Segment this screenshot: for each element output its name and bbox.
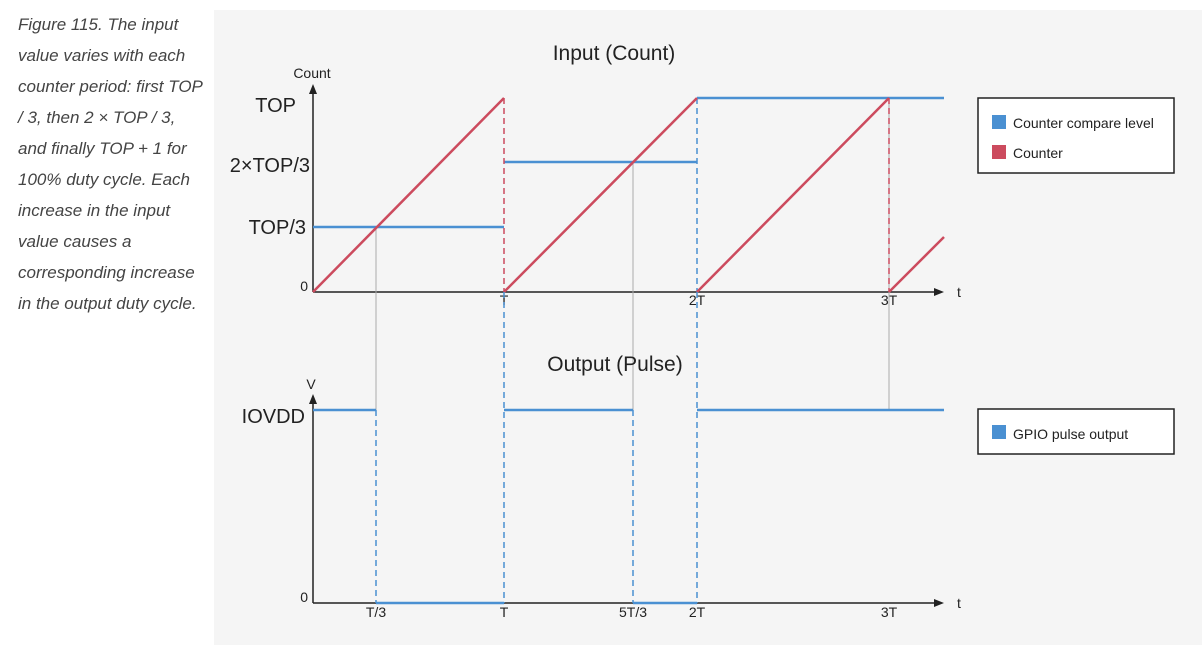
counter-ramp-2 [503,97,698,293]
output-legend [977,408,1175,455]
figure-caption: Figure 115. The input value varies with … [18,15,203,313]
input-chart-title: Input (Count) [553,42,676,65]
output-y-axis-arrow [309,394,317,404]
input-y-tick-zero: 0 [300,278,308,294]
legend-label-gpio: GPIO pulse output [1013,426,1128,442]
input-y-tick-top3: TOP/3 [249,217,306,239]
output-y-tick-zero: 0 [300,589,308,605]
output-x-tick-t: T [500,604,509,620]
input-y-axis-label: Count [293,65,330,81]
input-x-tick-t: T [500,292,509,308]
counter-ramp-3 [696,97,890,293]
output-x-tick-5t3: 5T/3 [619,604,647,620]
input-x-axis-arrow [934,288,944,296]
legend-swatch-gpio [992,425,1006,439]
legend-swatch-counter [992,145,1006,159]
input-legend [977,97,1175,174]
input-x-axis-label: t [957,284,961,300]
output-x-axis-label: t [957,595,961,611]
output-chart-title: Output (Pulse) [547,353,682,376]
output-x-tick-3t: 3T [881,604,898,620]
counter-ramp-1 [312,97,505,293]
counter-ramp-4 [888,236,945,293]
output-x-tick-t3: T/3 [366,604,386,620]
output-x-axis-arrow [934,599,944,607]
input-y-tick-top: TOP [255,95,296,117]
input-y-tick-2top3: 2×TOP/3 [230,155,310,177]
input-y-axis-arrow [309,84,317,94]
legend-swatch-compare [992,115,1006,129]
legend-label-counter: Counter [1013,145,1063,161]
output-y-axis-label: V [306,376,316,392]
legend-label-compare: Counter compare level [1013,115,1154,131]
output-x-tick-2t: 2T [689,604,706,620]
input-x-tick-2t: 2T [689,292,706,308]
output-y-tick-iovdd: IOVDD [242,406,305,428]
